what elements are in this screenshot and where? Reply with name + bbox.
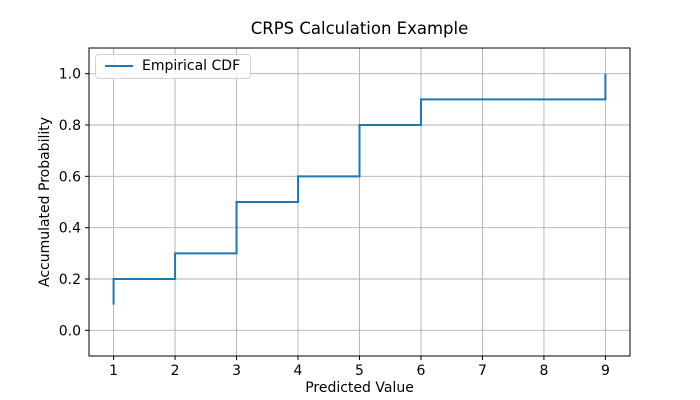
legend-label: Empirical CDF bbox=[142, 58, 241, 74]
y-axis-label: Accumulated Probability bbox=[37, 116, 53, 288]
y-tick-label: 0.0 bbox=[59, 323, 81, 339]
y-tick-label: 0.6 bbox=[59, 169, 81, 185]
y-tick-label: 0.2 bbox=[59, 272, 81, 288]
x-tick-label: 6 bbox=[417, 363, 426, 379]
x-tick-label: 7 bbox=[478, 363, 487, 379]
x-axis-label: Predicted Value bbox=[305, 380, 414, 396]
y-tick-label: 1.0 bbox=[59, 67, 81, 83]
x-tick-label: 2 bbox=[171, 363, 180, 379]
legend: Empirical CDF bbox=[95, 54, 252, 79]
x-tick-label: 4 bbox=[294, 363, 303, 379]
y-tick-label: 0.4 bbox=[59, 221, 81, 237]
legend-line-sample bbox=[105, 65, 133, 67]
x-tick-label: 5 bbox=[355, 363, 364, 379]
x-tick-label: 8 bbox=[539, 363, 548, 379]
empirical-cdf-line bbox=[112, 73, 607, 305]
x-tick-label: 9 bbox=[601, 363, 610, 379]
x-tick-label: 1 bbox=[109, 363, 118, 379]
x-tick-label: 3 bbox=[232, 363, 241, 379]
y-tick-label: 0.8 bbox=[59, 118, 81, 134]
chart-title: CRPS Calculation Example bbox=[250, 19, 469, 38]
